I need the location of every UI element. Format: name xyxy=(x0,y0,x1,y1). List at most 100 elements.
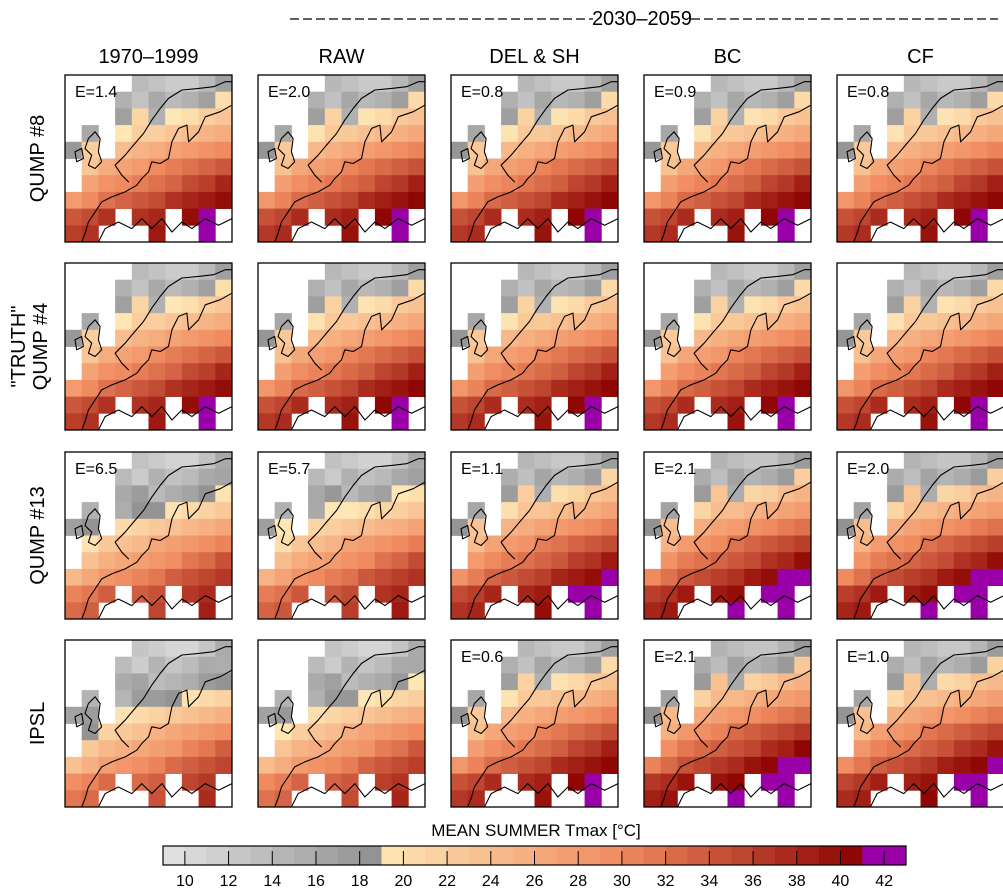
grid-cell xyxy=(870,756,888,774)
grid-cell xyxy=(727,141,745,159)
colorbar-cell xyxy=(337,846,360,865)
grid-cell xyxy=(953,279,971,297)
colorbar-tick-label: 32 xyxy=(657,873,675,890)
coastline-mediterranean xyxy=(869,406,1003,430)
grid-cell xyxy=(677,535,695,553)
colorbar-cell xyxy=(184,846,207,865)
grid-cell xyxy=(467,756,485,774)
grid-cell xyxy=(567,756,585,774)
grid-cell xyxy=(148,740,166,758)
grid-cell xyxy=(391,740,409,758)
grid-cell xyxy=(198,379,216,397)
grid-cell xyxy=(517,175,535,193)
grid-cell xyxy=(567,363,585,381)
grid-cell xyxy=(551,673,569,691)
grid-cell xyxy=(920,75,938,93)
grid-cell xyxy=(584,452,602,470)
grid-cell xyxy=(484,740,502,758)
grid-cell xyxy=(644,602,662,619)
grid-cell xyxy=(131,535,149,553)
grid-cell xyxy=(970,452,988,470)
grid-cell xyxy=(953,75,971,93)
grid-cell xyxy=(853,502,871,520)
grid-cell xyxy=(534,108,552,126)
grid-cell xyxy=(760,75,778,93)
error-label: E=1.1 xyxy=(461,461,503,478)
grid-cell xyxy=(165,263,183,281)
grid-cell xyxy=(341,413,359,430)
grid-cell xyxy=(710,158,728,176)
grid-cell xyxy=(517,125,535,143)
grid-cell xyxy=(953,673,971,691)
map-panel: E=2.1 xyxy=(643,639,812,808)
error-label: E=2.1 xyxy=(654,649,696,666)
error-label: E=2.1 xyxy=(654,461,696,478)
row-title: QUMP #13 xyxy=(27,486,49,585)
grid-cell xyxy=(760,329,778,347)
grid-cell xyxy=(727,706,745,724)
coastline-mediterranean xyxy=(483,218,618,242)
grid-cell xyxy=(501,502,519,520)
grid-cell xyxy=(794,452,811,470)
grid-cell xyxy=(970,363,988,381)
coastline xyxy=(660,458,811,619)
grid-cell xyxy=(584,75,602,93)
grid-cell xyxy=(467,379,485,397)
grid-cell xyxy=(677,175,695,193)
grid-cell xyxy=(501,108,519,126)
grid-cell xyxy=(794,723,811,741)
grid-cell xyxy=(760,502,778,520)
grid-cell xyxy=(115,502,133,520)
grid-cell xyxy=(903,279,921,297)
grid-cell xyxy=(920,452,938,470)
grid-cell xyxy=(534,740,552,758)
grid-cell xyxy=(887,468,905,486)
grid-cell xyxy=(887,313,905,331)
panel-grid: QUMP #8E=1.4 E=2.0 E=0.8 E=0.9 E=0.8"TRUTH"Q… xyxy=(8,74,1003,808)
grid-cell xyxy=(853,329,871,347)
colorbar-cell xyxy=(774,846,798,865)
grid-cell xyxy=(484,158,502,176)
grid-cell xyxy=(341,108,359,126)
grid-cell xyxy=(777,518,795,536)
grid-cell xyxy=(181,396,199,414)
grid-cell xyxy=(660,363,678,381)
grid-cell xyxy=(81,363,99,381)
grid-cell xyxy=(391,640,409,658)
grid-cell xyxy=(198,756,216,774)
grid-cell xyxy=(660,225,678,242)
grid-cell xyxy=(567,535,585,553)
grid-cell xyxy=(601,468,618,486)
map-panel: E=1.0 xyxy=(836,639,1003,808)
grid-cell xyxy=(551,518,569,536)
grid-cell xyxy=(451,602,469,619)
grid-cell xyxy=(837,141,855,159)
row-title: IPSL xyxy=(27,702,49,745)
grid-cell xyxy=(794,191,811,209)
grid-cell xyxy=(870,740,888,758)
grid-cell xyxy=(920,535,938,553)
map-panel: E=2.0 xyxy=(836,451,1003,620)
grid-cell xyxy=(215,296,232,314)
grid-cell xyxy=(794,640,811,658)
grid-cell xyxy=(517,452,535,470)
grid-cell xyxy=(98,191,116,209)
grid-cell xyxy=(710,191,728,209)
grid-cell xyxy=(727,656,745,674)
grid-cell xyxy=(744,673,762,691)
grid-cell xyxy=(341,75,359,93)
grid-cell xyxy=(727,225,745,242)
grid-cell xyxy=(391,452,409,470)
grid-cell xyxy=(760,568,778,586)
grid-cell xyxy=(903,141,921,159)
grid-cell xyxy=(853,740,871,758)
grid-cell xyxy=(165,191,183,209)
grid-cell xyxy=(744,656,762,674)
grid-cell xyxy=(777,756,795,774)
grid-cell xyxy=(694,756,712,774)
grid-cell xyxy=(165,141,183,159)
grid-cell xyxy=(451,141,469,159)
grid-cell xyxy=(534,396,552,414)
grid-cell xyxy=(694,346,712,364)
grid-cell xyxy=(181,640,199,658)
